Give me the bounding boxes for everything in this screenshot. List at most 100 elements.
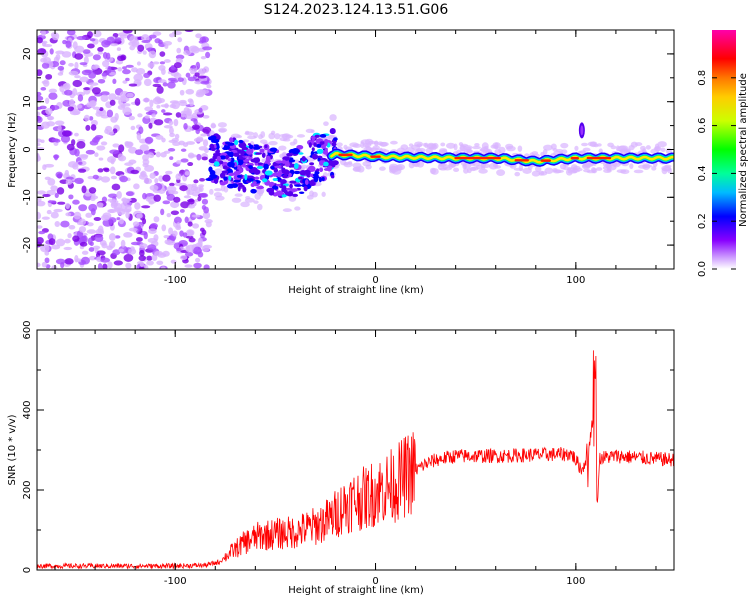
noise-blob [139,249,145,257]
colorbar: 0.0 0.2 0.4 0.6 0.8 Normalized spectral ampl… [697,30,749,277]
noise-blob [110,43,119,47]
noise-blob [37,69,43,77]
band-halo-blob [278,145,287,151]
noise-blob [134,202,141,210]
noise-blob [82,49,91,54]
noise-blob [194,80,203,85]
noise-blob [88,255,97,261]
noise-blob [177,77,184,82]
noise-blob [125,191,134,197]
signal-blob [283,169,290,176]
noise-blob [101,242,108,249]
noise-blob [201,156,208,161]
signal-blob [301,155,306,162]
noise-blob [142,192,147,200]
figure-title: S124.2023.124.13.51.G06 [264,2,449,18]
signal-blob [311,147,315,152]
noise-blob [111,183,121,191]
signal-blob [310,179,315,185]
noise-blob [153,216,160,223]
band-halo-blob [596,143,602,147]
signal-blob [252,157,261,164]
signal-blob [298,176,303,180]
noise-blob [50,105,60,111]
band-halo-blob [493,163,498,168]
noise-blob [46,209,52,215]
noise-blob [102,263,108,269]
noise-blob [139,243,148,249]
noise-blob [68,225,76,230]
noise-blob [136,61,141,66]
noise-blob [175,173,182,181]
noise-blob [37,211,42,220]
noise-blob [89,38,96,42]
noise-blob [117,67,123,72]
noise-blob [130,125,136,131]
noise-blob [111,202,119,207]
noise-blob [96,250,106,256]
noise-blob [202,139,209,147]
noise-blob [195,33,202,39]
noise-blob [48,88,58,93]
noise-blob [62,83,69,89]
noise-blob [169,156,174,161]
noise-blob [85,149,96,155]
noise-blob [114,235,121,239]
band-halo-blob [465,146,472,152]
signal-blob [231,181,235,185]
signal-blob [238,157,246,160]
signal-blob [297,152,304,155]
noise-blob [187,162,194,167]
signal-blob [227,172,236,177]
noise-blob [73,211,82,220]
band-halo-blob [562,166,573,171]
band-halo-blob [214,188,222,192]
noise-blob [174,133,180,140]
noise-blob [76,140,86,149]
noise-blob [138,255,147,262]
noise-blob [43,44,53,48]
noise-blob [78,218,87,226]
noise-blob [168,126,174,135]
noise-blob [37,106,43,111]
signal-blob [233,179,241,183]
noise-blob [133,183,140,190]
noise-blob [37,225,43,229]
signal-blob [314,134,320,138]
signal-blob [228,174,232,181]
signal-blob [264,159,271,163]
band-halo-blob [311,191,318,198]
signal-blob [281,187,285,193]
noise-blob [180,148,187,152]
noise-blob [122,80,128,84]
noise-blob [166,212,172,218]
noise-blob [141,34,150,42]
noise-blob [168,227,174,235]
signal-blob [250,188,257,194]
noise-blob [109,99,116,106]
band-halo-blob [531,151,539,156]
noise-blob [139,144,149,152]
noise-blob [87,43,95,49]
noise-blob [139,261,145,268]
signal-blob [319,141,325,145]
signal-blob [331,142,337,147]
noise-blob [183,50,192,56]
noise-blob [202,126,212,134]
colorbar-gradient [712,30,736,269]
band-halo-blob [531,170,541,177]
noise-blob [109,149,119,154]
signal-blob [225,154,229,160]
noise-blob [108,209,115,213]
noise-blob [124,162,134,166]
band-halo-blob [651,166,657,171]
noise-blob [170,79,179,83]
noise-blob [203,264,210,269]
noise-blob [122,69,131,75]
signal-blob [317,157,321,162]
signal-blob [316,155,323,159]
noise-blob [76,104,83,109]
noise-blob [63,246,73,251]
signal-blob [248,144,254,150]
noise-blob [100,257,111,263]
